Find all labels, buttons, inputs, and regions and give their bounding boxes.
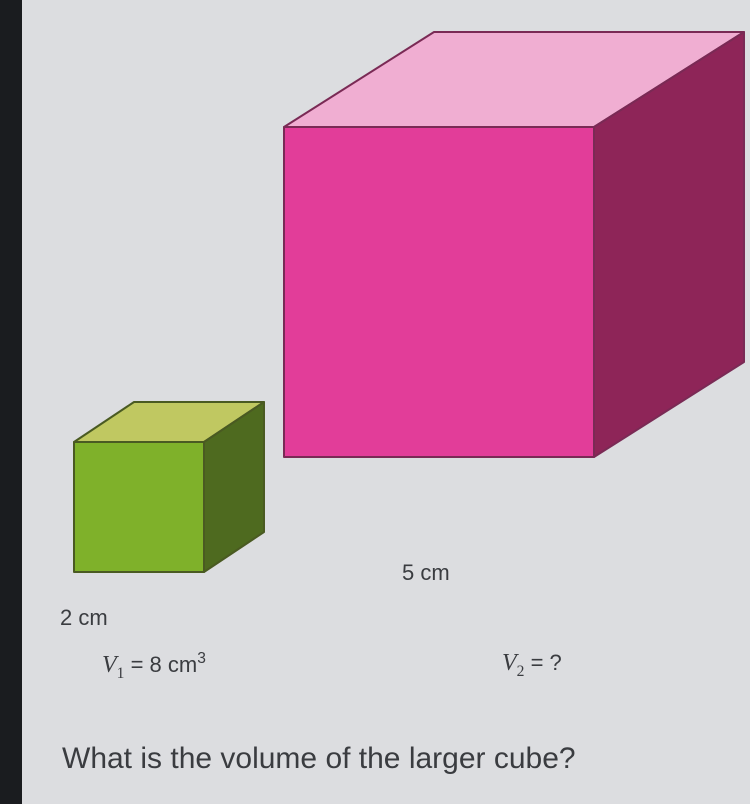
small-cube-svg [72,400,266,574]
small-cube-edge-label: 2 cm [60,605,108,631]
small-cube-volume-label: V1 = 8 cm3 [102,650,206,683]
content-area: 2 cm V1 = 8 cm3 5 cm V2 = ? What is the … [22,0,750,804]
large-cube-edge-label: 5 cm [402,560,450,586]
large-cube-svg [282,30,746,459]
question-text: What is the volume of the larger cube? [62,742,576,776]
v1-var: V [102,652,117,678]
v1-exp: 3 [197,650,206,667]
large-cube-volume-label: V2 = ? [502,650,562,681]
small-cube [72,400,266,574]
page-root: 2 cm V1 = 8 cm3 5 cm V2 = ? What is the … [0,0,750,804]
v2-eq: = ? [524,650,561,675]
v2-var: V [502,650,517,676]
v1-eq: = 8 cm [124,652,197,677]
large-cube [282,30,746,459]
left-dark-strip [0,0,22,804]
